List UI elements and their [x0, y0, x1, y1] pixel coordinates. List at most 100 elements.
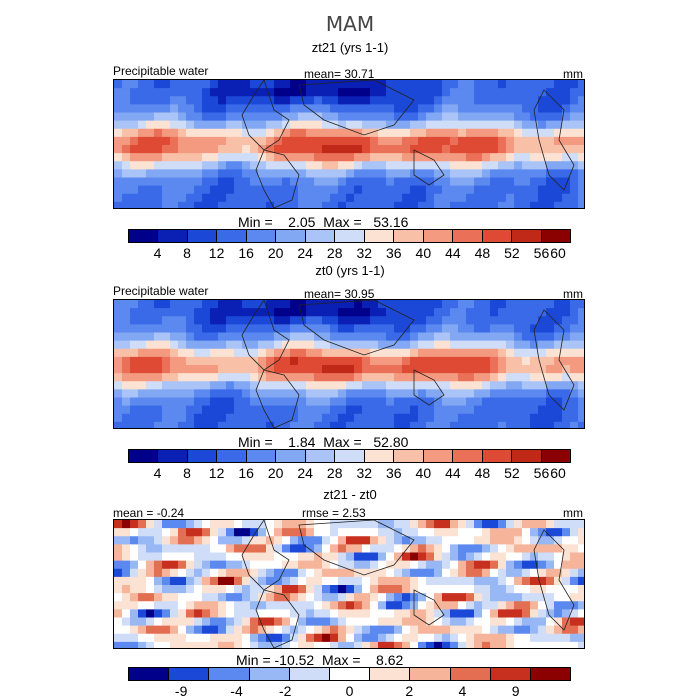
- field-cell: [394, 161, 403, 170]
- field-cell: [578, 560, 584, 570]
- field-cell: [530, 136, 539, 146]
- panel-3-stats: Min = -10.52 Max = 8.62: [236, 652, 404, 668]
- field-cell: [242, 365, 251, 374]
- field-cell: [314, 544, 323, 554]
- field-cell: [186, 365, 195, 374]
- field-cell: [274, 120, 283, 130]
- field-cell: [290, 576, 299, 586]
- field-cell: [194, 536, 203, 545]
- field-cell: [218, 381, 227, 390]
- field-cell: [274, 405, 283, 415]
- field-cell: [202, 185, 211, 195]
- field-cell: [394, 177, 403, 187]
- field-cell: [386, 593, 395, 602]
- field-cell: [386, 641, 395, 648]
- field-cell: [242, 80, 251, 89]
- field-cell: [458, 421, 467, 428]
- field-cell: [186, 161, 195, 170]
- field-cell: [242, 308, 251, 317]
- field-cell: [114, 185, 123, 195]
- field-cell: [226, 356, 235, 366]
- field-cell: [162, 153, 171, 162]
- field-cell: [418, 585, 427, 594]
- field-cell: [114, 520, 123, 529]
- field-cell: [282, 641, 291, 648]
- field-cell: [554, 169, 563, 179]
- field-cell: [138, 405, 147, 415]
- field-cell: [210, 381, 219, 390]
- field-cell: [466, 568, 475, 578]
- field-cell: [338, 145, 347, 154]
- field-cell: [130, 356, 139, 366]
- field-cell: [122, 421, 131, 428]
- field-cell: [378, 397, 387, 407]
- field-cell: [194, 617, 203, 627]
- field-cell: [274, 193, 283, 203]
- field-cell: [154, 641, 163, 648]
- field-cell: [362, 324, 371, 334]
- field-cell: [562, 421, 571, 428]
- field-cell: [162, 324, 171, 334]
- field-cell: [442, 576, 451, 586]
- field-cell: [338, 136, 347, 146]
- colorbar-tick-label: 0: [345, 683, 354, 699]
- field-cell: [466, 528, 475, 537]
- field-cell: [458, 161, 467, 170]
- field-cell: [514, 161, 523, 170]
- field-cell: [466, 560, 475, 570]
- coastline: [298, 80, 415, 136]
- field-cell: [482, 617, 491, 627]
- field-cell: [490, 308, 499, 317]
- field-cell: [426, 544, 435, 554]
- colorbar-tick-label: 32: [356, 465, 373, 481]
- field-cell: [426, 373, 435, 382]
- field-cell: [490, 609, 499, 619]
- field-cell: [338, 373, 347, 382]
- field-cell: [138, 593, 147, 602]
- field-cell: [570, 300, 579, 309]
- field-cell: [114, 381, 123, 390]
- field-cell: [314, 389, 323, 399]
- field-cell: [554, 112, 563, 122]
- field-cell: [162, 169, 171, 179]
- field-cell: [282, 544, 291, 554]
- field-cell: [418, 421, 427, 428]
- panel-2-field: [114, 300, 584, 428]
- field-cell: [370, 169, 379, 179]
- field-cell: [178, 340, 187, 350]
- field-cell: [578, 528, 584, 537]
- field-cell: [418, 177, 427, 187]
- field-cell: [218, 641, 227, 648]
- field-cell: [298, 161, 307, 170]
- field-cell: [386, 185, 395, 195]
- field-cell: [362, 560, 371, 570]
- field-cell: [170, 316, 179, 325]
- field-cell: [122, 161, 131, 170]
- field-cell: [570, 520, 579, 529]
- field-cell: [346, 308, 355, 317]
- field-cell: [442, 340, 451, 350]
- field-cell: [490, 397, 499, 407]
- coastline: [413, 369, 445, 406]
- field-cell: [410, 405, 419, 415]
- field-cell: [266, 177, 275, 187]
- field-cell: [418, 308, 427, 317]
- field-cell: [570, 560, 579, 570]
- field-cell: [450, 112, 459, 122]
- colorbar-cell: [249, 668, 290, 680]
- field-cell: [322, 536, 331, 545]
- field-cell: [458, 145, 467, 154]
- field-cell: [554, 568, 563, 578]
- field-cell: [514, 552, 523, 562]
- field-cell: [410, 145, 419, 154]
- field-cell: [562, 169, 571, 179]
- field-cell: [370, 365, 379, 374]
- field-cell: [194, 300, 203, 309]
- field-cell: [506, 153, 515, 162]
- field-cell: [490, 193, 499, 203]
- field-cell: [250, 153, 259, 162]
- field-cell: [482, 625, 491, 635]
- field-cell: [554, 397, 563, 407]
- field-cell: [370, 373, 379, 382]
- field-cell: [314, 80, 323, 89]
